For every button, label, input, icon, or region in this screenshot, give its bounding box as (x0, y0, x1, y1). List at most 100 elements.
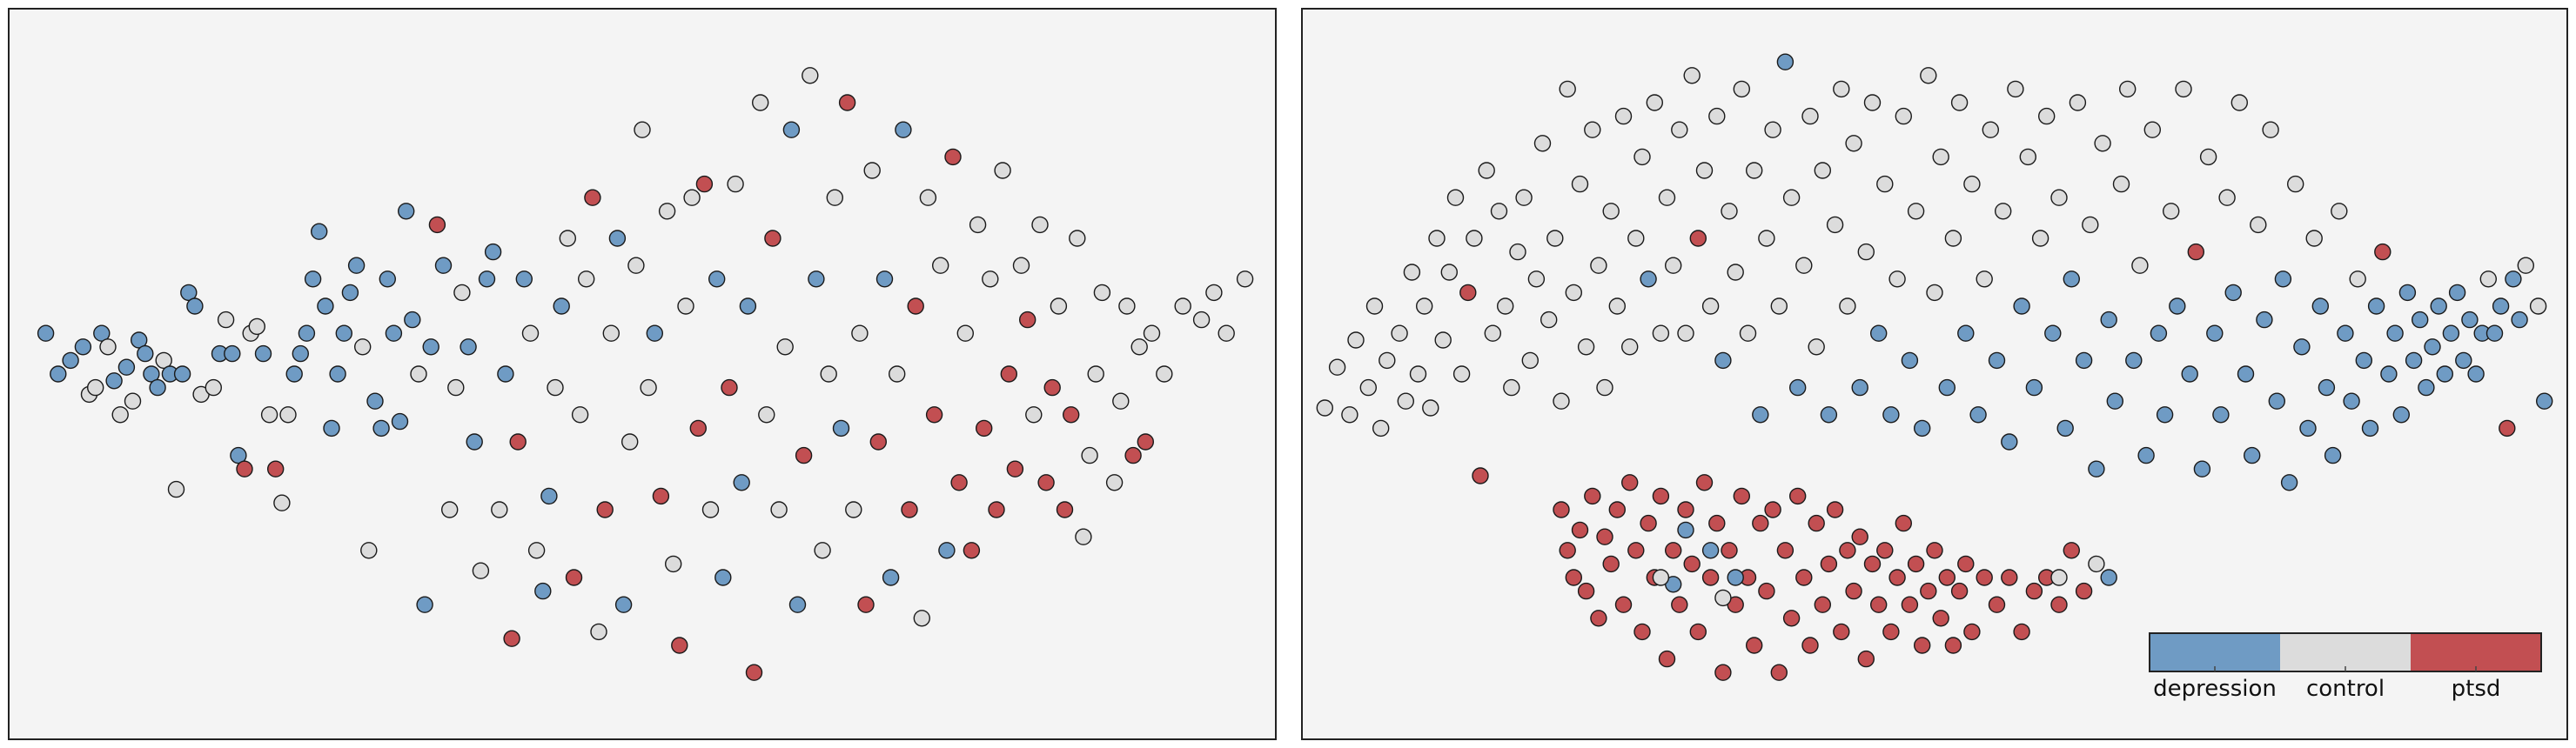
scatter-point-control (1105, 474, 1124, 491)
scatter-point-control (1409, 365, 1427, 383)
colorbar-segment-control (2280, 633, 2411, 671)
scatter-point-depression (1957, 324, 1975, 342)
scatter-point-depression (2243, 446, 2261, 464)
scatter-point-control (99, 338, 117, 356)
scatter-point-ptsd (1695, 474, 1714, 491)
scatter-point-control (1484, 324, 1502, 342)
scatter-point-ptsd (503, 630, 520, 647)
scatter-point-control (1907, 203, 1925, 220)
scatter-point-control (1372, 419, 1390, 437)
scatter-point-ptsd (1808, 514, 1825, 532)
scatter-point-depression (540, 487, 558, 505)
scatter-point-ptsd (950, 474, 968, 491)
scatter-point-depression (2398, 284, 2417, 302)
scatter-point-ptsd (1801, 637, 1819, 654)
scatter-point-control (845, 501, 862, 518)
left-points-group (37, 67, 1254, 681)
scatter-point-control (1415, 297, 1433, 315)
scatter-point-depression (733, 474, 750, 491)
scatter-point-depression (105, 372, 123, 390)
scatter-point-ptsd (1926, 542, 1943, 559)
scatter-point-depression (323, 419, 340, 437)
scatter-point-ptsd (565, 569, 583, 586)
scatter-point-depression (2181, 365, 2198, 383)
scatter-point-depression (2361, 419, 2379, 437)
scatter-point-ptsd (1714, 664, 1732, 681)
scatter-point-ptsd (838, 94, 856, 111)
scatter-point-control (1565, 284, 1583, 302)
scatter-point-depression (2430, 297, 2447, 315)
scatter-point-control (1365, 297, 1384, 315)
scatter-point-ptsd (1658, 650, 1676, 668)
scatter-point-control (354, 338, 372, 356)
scatter-point-control (1646, 94, 1664, 111)
scatter-point-ptsd (1708, 514, 1726, 532)
scatter-point-control (447, 378, 465, 397)
scatter-point-ptsd (1124, 446, 1142, 464)
scatter-point-depression (2268, 392, 2286, 410)
scatter-point-control (1608, 297, 1627, 315)
scatter-point-depression (385, 324, 403, 342)
scatter-point-depression (1882, 406, 1900, 424)
colorbar-label-ptsd: ptsd (2452, 676, 2501, 702)
scatter-point-control (1888, 270, 1906, 288)
scatter-point-control (559, 230, 576, 247)
scatter-point-ptsd (652, 487, 670, 505)
scatter-point-depression (2293, 338, 2311, 356)
scatter-point-control (931, 257, 949, 274)
scatter-point-ptsd (1664, 542, 1682, 559)
scatter-point-depression (2193, 460, 2211, 478)
scatter-point-ptsd (584, 189, 601, 206)
scatter-point-ptsd (1596, 528, 1613, 545)
scatter-point-ptsd (596, 501, 614, 518)
scatter-point-control (994, 162, 1011, 179)
scatter-point-depression (2324, 446, 2342, 464)
scatter-point-control (969, 216, 987, 234)
scatter-point-depression (335, 324, 352, 342)
scatter-point-control (1701, 297, 1720, 315)
scatter-point-depression (2212, 406, 2230, 424)
scatter-point-ptsd (1876, 542, 1894, 559)
scatter-point-control (1050, 297, 1068, 315)
scatter-point-depression (1988, 351, 2006, 370)
scatter-point-ptsd (1062, 406, 1080, 424)
scatter-point-control (1540, 311, 1558, 329)
scatter-point-depression (938, 542, 956, 559)
scatter-point-control (1620, 338, 1639, 356)
scatter-point-ptsd (963, 542, 981, 559)
right-scatter-panel (1301, 8, 2568, 740)
scatter-point-control (360, 542, 378, 559)
right-points-group (1316, 53, 2553, 681)
scatter-point-ptsd (1056, 501, 1074, 518)
scatter-point-depression (1714, 351, 1732, 370)
scatter-point-ptsd (1627, 542, 1645, 559)
scatter-point-control (1920, 67, 1937, 84)
scatter-point-control (1093, 284, 1111, 302)
scatter-point-control (1503, 378, 1520, 397)
scatter-point-control (814, 542, 831, 559)
scatter-point-control (2331, 203, 2348, 220)
scatter-point-control (1733, 80, 1751, 98)
scatter-point-ptsd (1633, 623, 1651, 641)
scatter-point-control (1218, 324, 1235, 342)
scatter-point-depression (2411, 311, 2429, 329)
scatter-point-control (472, 562, 490, 579)
scatter-point-control (2088, 555, 2105, 573)
scatter-point-control (2118, 80, 2137, 98)
scatter-point-control (2131, 257, 2149, 274)
scatter-point-control (1025, 406, 1043, 424)
scatter-point-depression (416, 596, 433, 613)
scatter-point-depression (2380, 365, 2398, 383)
scatter-point-control (1347, 331, 1365, 349)
scatter-point-depression (614, 596, 633, 613)
scatter-point-ptsd (1988, 596, 2006, 613)
scatter-point-ptsd (1043, 378, 1061, 397)
scatter-point-ptsd (1689, 623, 1707, 641)
scatter-point-control (1496, 297, 1514, 315)
scatter-point-depression (1851, 378, 1868, 397)
scatter-point-depression (2505, 270, 2522, 288)
scatter-point-depression (2100, 569, 2117, 586)
scatter-point-ptsd (509, 433, 527, 451)
scatter-point-depression (882, 569, 900, 586)
scatter-point-control (1012, 257, 1030, 274)
